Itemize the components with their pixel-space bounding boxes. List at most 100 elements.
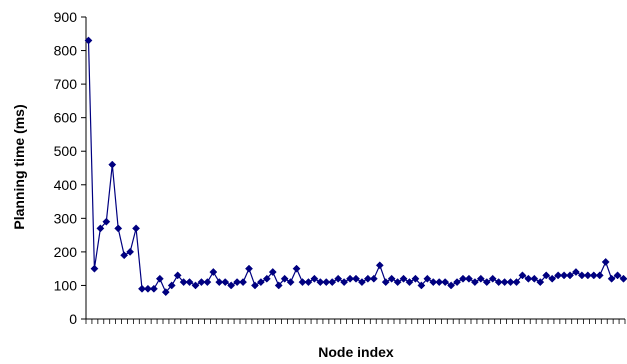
y-axis-title: Planning time (ms) xyxy=(11,104,27,229)
data-point xyxy=(589,271,598,280)
data-point xyxy=(209,268,218,276)
data-point xyxy=(488,274,497,283)
data-point xyxy=(191,281,200,290)
data-point xyxy=(352,274,360,283)
data-point xyxy=(334,274,343,283)
data-point xyxy=(304,278,313,287)
data-point xyxy=(316,278,325,287)
y-tick-label: 900 xyxy=(54,9,78,25)
data-point xyxy=(298,278,307,287)
data-point xyxy=(571,268,580,276)
data-point xyxy=(292,264,301,273)
data-point xyxy=(464,274,473,283)
data-point xyxy=(393,278,402,287)
data-point xyxy=(530,274,539,283)
data-point xyxy=(619,274,627,283)
data-point xyxy=(423,274,432,283)
y-tick-label: 200 xyxy=(54,244,78,260)
series-markers xyxy=(84,36,627,297)
data-point xyxy=(185,278,194,287)
data-point xyxy=(441,278,450,287)
data-point xyxy=(429,278,438,287)
data-point xyxy=(286,278,295,287)
data-point xyxy=(583,271,592,280)
data-point xyxy=(90,264,99,273)
data-point xyxy=(149,284,158,293)
data-point xyxy=(369,274,378,283)
data-point xyxy=(221,278,230,287)
data-point xyxy=(470,278,479,287)
y-tick-label: 400 xyxy=(54,177,78,193)
data-point xyxy=(268,268,277,276)
data-point xyxy=(310,274,319,283)
x-axis-ticks xyxy=(85,319,626,324)
data-point xyxy=(417,281,426,290)
y-tick-label: 0 xyxy=(69,311,77,327)
y-axis-tick-labels: 0 100 200 300 400 500 600 700 800 900 xyxy=(54,9,78,327)
data-point xyxy=(108,160,117,169)
data-point xyxy=(595,271,604,280)
y-axis-ticks xyxy=(81,16,86,320)
data-point xyxy=(102,217,111,226)
y-tick-label: 100 xyxy=(54,277,78,293)
x-axis-title: Node index xyxy=(318,344,394,360)
data-point xyxy=(601,258,610,266)
y-tick-label: 800 xyxy=(54,43,78,59)
data-point xyxy=(340,278,349,287)
data-point xyxy=(524,274,533,283)
data-point xyxy=(435,278,444,287)
data-point xyxy=(577,271,586,280)
data-point xyxy=(328,278,337,287)
data-point xyxy=(233,278,242,287)
data-point xyxy=(476,274,485,283)
data-point xyxy=(227,281,236,290)
data-point xyxy=(256,278,265,287)
data-point xyxy=(239,278,248,287)
data-point xyxy=(613,271,622,280)
data-point xyxy=(482,278,491,287)
data-point xyxy=(120,251,129,260)
data-point xyxy=(375,261,384,270)
data-point xyxy=(542,271,551,280)
data-point xyxy=(500,278,509,287)
data-point xyxy=(114,224,123,233)
y-tick-label: 300 xyxy=(54,210,78,226)
data-point xyxy=(405,278,414,287)
data-point xyxy=(381,278,390,287)
y-tick-label: 500 xyxy=(54,143,78,159)
data-point xyxy=(280,274,289,283)
data-point xyxy=(155,274,164,283)
data-point xyxy=(566,271,574,280)
data-point xyxy=(245,264,253,273)
data-point xyxy=(96,224,105,233)
data-point xyxy=(494,278,503,287)
data-point xyxy=(346,274,355,283)
data-point xyxy=(560,271,569,280)
data-point xyxy=(387,274,396,283)
data-point xyxy=(138,284,146,293)
data-point xyxy=(512,278,521,287)
y-tick-label: 700 xyxy=(54,76,78,92)
data-point xyxy=(167,281,176,290)
data-point xyxy=(536,278,545,287)
series-line xyxy=(87,40,624,294)
data-point xyxy=(126,247,135,256)
data-point xyxy=(459,274,467,283)
data-point xyxy=(554,271,563,280)
data-point xyxy=(447,281,456,290)
data-point xyxy=(607,274,616,283)
data-point xyxy=(250,281,259,290)
data-point xyxy=(197,278,206,287)
data-point xyxy=(399,274,408,283)
data-point xyxy=(173,271,182,280)
data-point xyxy=(132,224,141,233)
data-point xyxy=(322,278,331,287)
data-point xyxy=(203,278,212,287)
data-point xyxy=(518,271,527,280)
data-point xyxy=(411,274,420,283)
data-point xyxy=(357,278,366,287)
data-point xyxy=(548,274,557,283)
data-point xyxy=(453,278,462,287)
data-point xyxy=(274,281,283,290)
data-point xyxy=(262,274,271,283)
